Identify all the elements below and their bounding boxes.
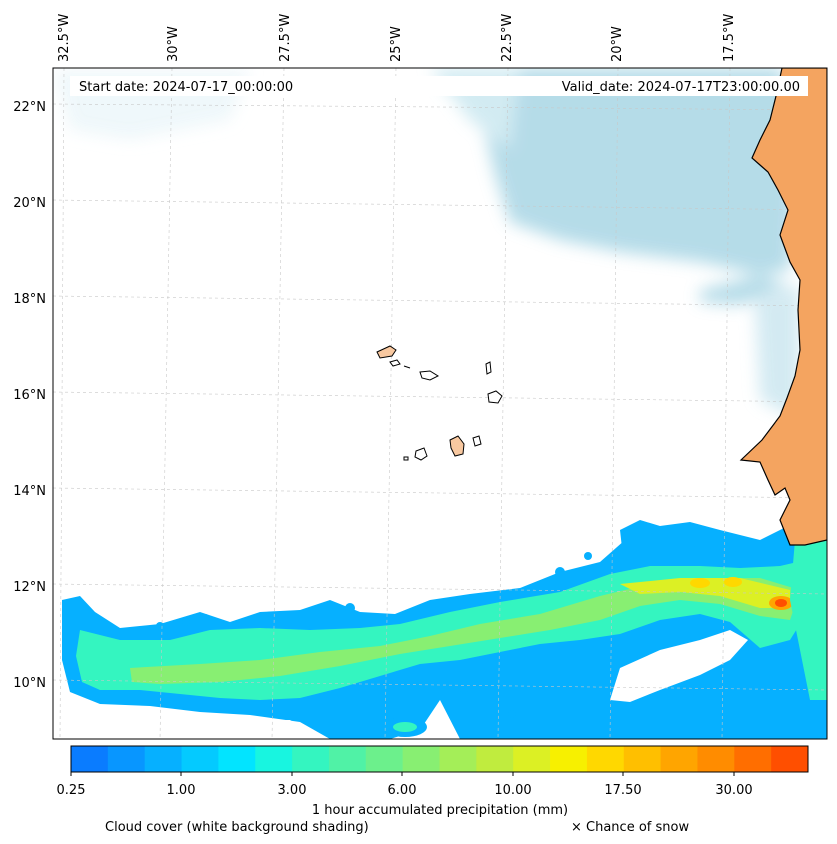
colorbar-segment — [697, 746, 735, 772]
lon-label: 20°W — [610, 26, 625, 62]
colorbar-segment — [144, 746, 183, 772]
lat-label: 16°N — [13, 388, 46, 403]
date-header-bar — [70, 76, 808, 96]
colorbar-tick: 0.25 — [57, 783, 86, 798]
graticule — [53, 68, 827, 739]
colorbar-tick: 30.00 — [715, 783, 752, 798]
precipitation-colorbar — [71, 746, 809, 772]
lon-label: 17.5°W — [722, 14, 737, 62]
cloud-legend: Cloud cover (white background shading) — [105, 820, 369, 835]
snow-legend: × Chance of snow — [571, 820, 689, 835]
colorbar-segment — [586, 746, 625, 772]
colorbar-segment — [402, 746, 440, 772]
africa-land — [739, 68, 827, 546]
lat-label: 10°N — [13, 676, 46, 691]
lat-label: 12°N — [13, 580, 46, 595]
colorbar-title: 1 hour accumulated precipitation (mm) — [312, 803, 568, 818]
colorbar-tick: 10.00 — [494, 783, 531, 798]
colorbar-segment — [660, 746, 698, 772]
colorbar-segment — [71, 746, 109, 772]
colorbar-segment — [550, 746, 588, 772]
colorbar-segment — [365, 746, 404, 772]
map-frame — [52, 67, 828, 740]
colorbar-segment — [439, 746, 477, 772]
colorbar-tick: 3.00 — [278, 783, 307, 798]
colorbar-segment — [476, 746, 514, 772]
lon-label: 27.5°W — [278, 14, 293, 62]
longitude-labels: 32.5°W 30°W 27.5°W 25°W 22.5°W 20°W 17.5… — [57, 14, 737, 62]
precipitation-shading — [62, 510, 827, 739]
colorbar-segment — [107, 746, 146, 772]
colorbar-frame — [70, 745, 809, 773]
lon-label: 22.5°W — [500, 14, 515, 62]
colorbar-segment — [513, 746, 551, 772]
lon-label: 32.5°W — [57, 14, 72, 62]
colorbar-ticks: 0.25 1.00 3.00 6.00 10.00 17.50 30.00 — [57, 772, 753, 798]
lat-label: 22°N — [13, 100, 46, 115]
colorbar-segment — [734, 746, 772, 772]
valid-date-label: Valid_date: 2024-07-17T23:00:00.00 — [562, 80, 800, 95]
colorbar-tick: 1.00 — [167, 783, 196, 798]
cape-verde-islands — [376, 345, 503, 461]
lon-label: 25°W — [389, 26, 404, 62]
lon-label: 30°W — [166, 26, 181, 62]
colorbar-segment — [623, 746, 662, 772]
start-date-label: Start date: 2024-07-17_00:00:00 — [79, 80, 293, 95]
colorbar-segment — [181, 746, 219, 772]
colorbar-tick: 17.50 — [604, 783, 641, 798]
colorbar-segment — [255, 746, 293, 772]
latitude-labels: 22°N 20°N 18°N 16°N 14°N 12°N 10°N — [13, 100, 46, 691]
lat-label: 18°N — [13, 292, 46, 307]
colorbar-segment — [771, 746, 809, 772]
lat-label: 20°N — [13, 196, 46, 211]
colorbar-segment — [218, 746, 256, 772]
lat-label: 14°N — [13, 484, 46, 499]
colorbar-segment — [328, 746, 367, 772]
colorbar-tick: 6.00 — [388, 783, 417, 798]
colorbar-segment — [292, 746, 330, 772]
